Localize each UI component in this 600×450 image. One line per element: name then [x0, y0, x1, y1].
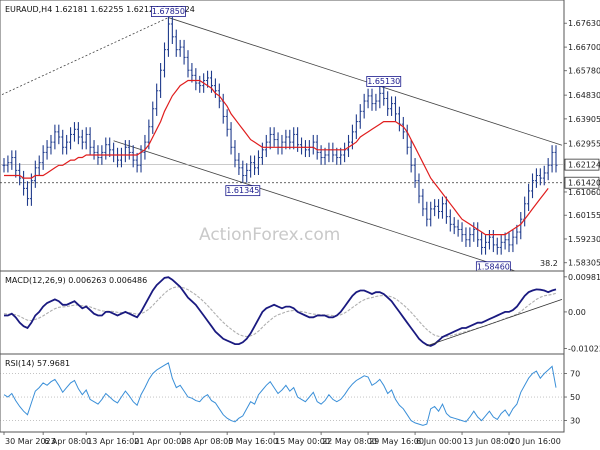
rsi-line	[3, 362, 557, 426]
symbol-header: EURAUD,H4 1.62181 1.62255 1.62124 1.6212…	[5, 5, 195, 14]
price-tag-box	[564, 158, 600, 171]
x-tick-label: 15 May 00:00	[275, 437, 330, 446]
price-boxes: 1.67850 1.61345 1.65130 1.58460	[151, 6, 511, 273]
x-tick-label: 5 May 16:00	[228, 437, 278, 446]
price-box	[225, 185, 261, 197]
macd-y-axis: 0.00981 0.00 -0.010235	[564, 273, 600, 354]
macd-y-tick-label: -0.010235	[568, 345, 600, 354]
y-tick-label: 1.59230	[568, 235, 600, 244]
upper-channel-line	[168, 17, 563, 146]
y-tick-label: 1.64830	[568, 91, 600, 100]
y-tick-label: 1.67630	[568, 19, 600, 28]
horizontal-lines	[0, 164, 564, 184]
price-tag-box	[564, 176, 600, 189]
rsi-y-tick-label: 30	[570, 417, 580, 426]
x-tick-label: 28 Apr 08:00	[181, 437, 233, 446]
fib-label: 38.2	[540, 259, 558, 268]
watermark: ActionForex.com	[199, 225, 340, 245]
dotted-trend-line	[1, 17, 169, 95]
y-tick-label: 1.62124	[568, 161, 600, 170]
main-series	[2, 16, 558, 255]
price-box	[151, 6, 186, 17]
macd-y-tick-label: 0.00	[568, 308, 586, 317]
y-tick-label: 1.65780	[568, 67, 600, 76]
macd-panel: MACD(12,26,9) 0.006263 0.006486	[0, 270, 565, 355]
y-tick-label: 1.58305	[568, 259, 600, 268]
price-box	[366, 76, 402, 87]
y-tick-label: 1.61420	[568, 179, 600, 188]
rsi-series	[0, 362, 564, 426]
rsi-panel: RSI(14) 57.9681	[0, 353, 565, 433]
macd-line	[4, 276, 557, 347]
main-panel: EURAUD,H4 1.62181 1.62255 1.62124 1.6212…	[0, 0, 565, 287]
moving-average-line	[4, 79, 549, 236]
price-box-label: 1.61345	[226, 186, 259, 195]
macd-y-tick-label: 0.00981	[568, 273, 600, 282]
macd-panel-frame	[0, 270, 565, 355]
y-tick-label: 1.61060	[568, 188, 600, 197]
x-tick-label: 13 Apr 16:00	[87, 437, 139, 446]
macd-trend-line	[426, 299, 563, 347]
macd-label: MACD(12,26,9) 0.006263 0.006486	[5, 276, 147, 285]
x-tick-label: 21 Apr 00:00	[134, 437, 186, 446]
rsi-panel-frame	[0, 353, 565, 433]
main-y-axis: 1.67630 1.66700 1.65780 1.64830 1.63905 1.629…	[564, 19, 600, 268]
rsi-y-axis: 70 50 30	[564, 369, 580, 426]
y-tick-label: 1.60155	[568, 211, 600, 220]
price-box-label: 1.67850	[152, 7, 185, 16]
x-tick-label: 29 May 16:00	[369, 437, 424, 446]
x-tick-label: 6 Apr 08:00	[44, 437, 91, 446]
y-tick-label: 1.63905	[568, 115, 600, 124]
x-tick-label: 20 Jun 16:00	[510, 437, 561, 446]
y-tick-label: 1.62955	[568, 139, 600, 148]
x-tick-label: 30 Mar 2023	[5, 437, 56, 446]
rsi-y-tick-label: 70	[570, 369, 580, 378]
x-tick-label: 13 Jun 08:00	[463, 437, 514, 446]
macd-signal-line	[3, 286, 557, 338]
rsi-label: RSI(14) 57.9681	[5, 359, 70, 368]
price-box-label: 1.58460	[477, 262, 510, 271]
price-box-label: 1.65130	[367, 77, 400, 86]
macd-series	[3, 276, 563, 347]
x-tick-label: 6 Jun 00:00	[416, 437, 462, 446]
rsi-y-tick-label: 50	[570, 393, 580, 402]
y-tick-label: 1.66700	[568, 43, 600, 52]
x-tick-label: 22 May 08:00	[322, 437, 377, 446]
